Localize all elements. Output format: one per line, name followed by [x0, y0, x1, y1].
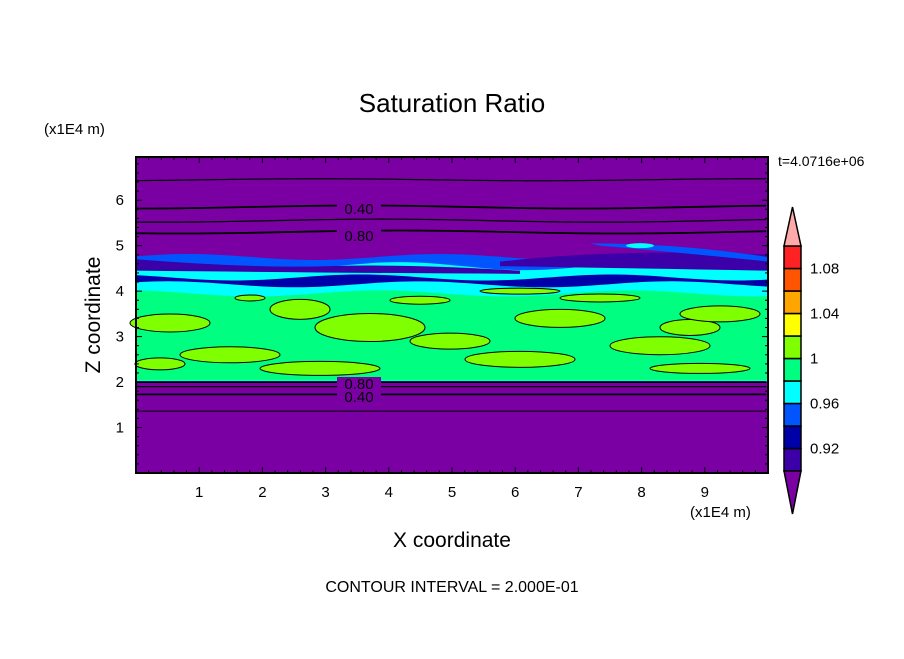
y-tick-label: 3 — [116, 329, 124, 346]
colorbar-swatch — [783, 425, 802, 450]
colorbar-tick-label: 0.92 — [810, 441, 839, 458]
contour-field — [129, 157, 768, 473]
contour-line — [135, 178, 767, 182]
colorbar-extend-max — [783, 206, 802, 247]
contour-line — [135, 229, 767, 235]
y-tick-label: 5 — [116, 238, 124, 255]
contour-interval-label: CONTOUR INTERVAL = 2.000E-01 — [325, 579, 578, 596]
x-tick-label: 3 — [321, 484, 329, 501]
colorbar-tick-label: 1.04 — [810, 306, 839, 323]
contour-blob — [514, 308, 606, 328]
contour-label: 0.80 — [344, 228, 373, 245]
contour-label-gap — [337, 229, 381, 241]
contour-label-gap — [337, 377, 381, 389]
contour-band — [626, 243, 654, 249]
contour-blob — [269, 298, 331, 320]
colorbar-swatch — [783, 335, 802, 360]
colorbar-extend-min — [783, 470, 802, 515]
x-tick-label: 5 — [448, 484, 456, 501]
contour-band — [136, 259, 520, 274]
contour-blob — [559, 293, 641, 303]
axes: 1 2 3 4 5 6 7 8 9 1 2 3 4 5 6 — [116, 156, 769, 501]
x-tick-label: 9 — [701, 484, 709, 501]
contour-line — [135, 218, 767, 223]
x-tick-label: 2 — [258, 484, 266, 501]
contour-blob — [234, 294, 266, 302]
contour-label-gap — [337, 390, 381, 402]
y-tick-label: 6 — [116, 192, 124, 209]
contour-blob — [409, 332, 491, 350]
contour-lines — [135, 178, 767, 412]
colorbar: 0.92 0.96 1 1.04 1.08 — [783, 206, 839, 515]
contour-line — [135, 204, 767, 210]
colorbar-swatch — [783, 380, 802, 405]
contour-blob — [259, 360, 381, 376]
contour-label: 0.40 — [344, 201, 373, 218]
time-label: t=4.0716e+06 — [778, 153, 865, 169]
x-tick-label: 7 — [574, 484, 582, 501]
x-tick-label: 4 — [385, 484, 393, 501]
contour-label: 0.40 — [344, 389, 373, 406]
y-tick-label: 4 — [116, 283, 124, 300]
colorbar-swatch — [783, 447, 802, 472]
contour-blob — [314, 313, 426, 343]
x-tick-label: 6 — [511, 484, 519, 501]
contour-blob — [649, 362, 751, 374]
contour-blob — [129, 313, 211, 333]
contour-blob — [609, 336, 711, 356]
x-tick-label: 1 — [195, 484, 203, 501]
contour-blob — [179, 346, 281, 364]
chart-title: Saturation Ratio — [359, 88, 545, 118]
colorbar-swatch — [783, 402, 802, 427]
colorbar-swatch — [783, 245, 802, 270]
x-tick-label: 8 — [637, 484, 645, 501]
colorbar-tick-label: 1.08 — [810, 261, 839, 278]
contour-blob — [134, 357, 186, 371]
y-units-label: (x1E4 m) — [44, 121, 105, 138]
x-units-label: (x1E4 m) — [690, 504, 751, 521]
colorbar-tick-label: 0.96 — [810, 396, 839, 413]
contour-blob — [479, 287, 561, 295]
contour-label-gap — [337, 202, 381, 214]
contour-band — [500, 252, 768, 271]
x-axis-label: X coordinate — [393, 529, 511, 552]
y-tick-label: 2 — [116, 374, 124, 391]
contour-blob — [464, 350, 576, 368]
colorbar-tick-label: 1 — [810, 351, 818, 368]
y-tick-label: 1 — [116, 420, 124, 437]
colorbar-swatch — [783, 290, 802, 315]
colorbar-swatch — [783, 267, 802, 292]
colorbar-swatch — [783, 312, 802, 337]
contour-label: 0.80 — [344, 376, 373, 393]
contour-blob — [389, 295, 451, 305]
contour-blob — [679, 305, 761, 323]
y-axis-label: Z coordinate — [82, 257, 105, 374]
colorbar-swatch — [783, 357, 802, 382]
